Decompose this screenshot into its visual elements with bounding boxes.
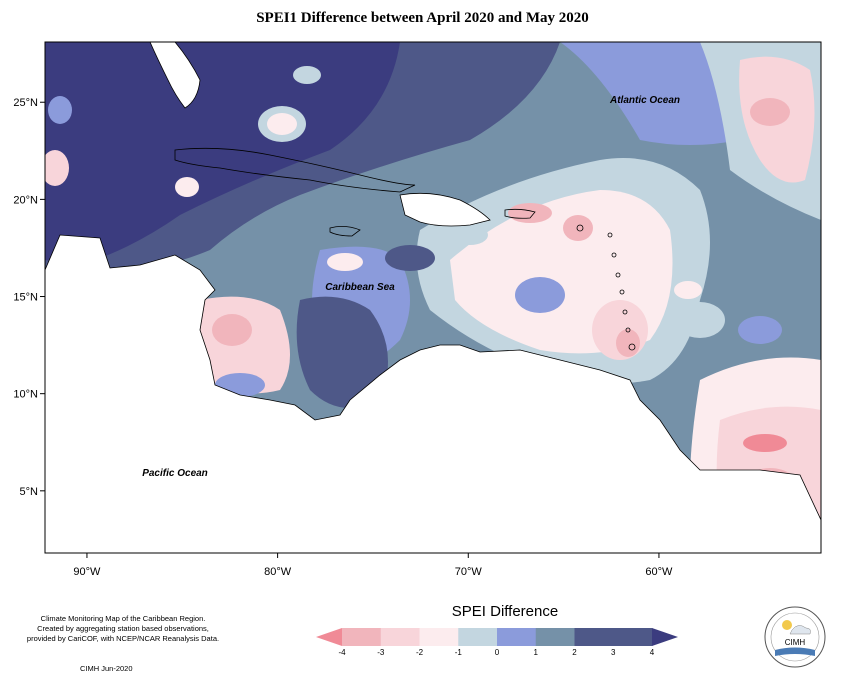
legend-tick-label: 3 (611, 648, 616, 657)
logo-text: CIMH (785, 638, 806, 647)
legend-tick-label: -4 (338, 648, 346, 657)
lat-tick-label: 5°N (20, 486, 39, 498)
credits-line-1: Climate Monitoring Map of the Caribbean … (40, 614, 206, 623)
sun-icon (782, 620, 792, 630)
legend-swatch (419, 628, 459, 646)
credits-line-3: provided by CariCOF, with NCEP/NCAR Rean… (26, 634, 220, 643)
legend-extend-low (316, 628, 342, 646)
legend-swatch (342, 628, 382, 646)
legend-swatch (574, 628, 614, 646)
map-credits: Climate Monitoring Map of the Caribbean … (8, 614, 238, 644)
lon-tick-label: 80°W (264, 566, 292, 578)
legend-tick-label: 1 (534, 648, 539, 657)
legend-tick-label: -3 (377, 648, 385, 657)
cimh-logo: CIMH (764, 606, 826, 668)
legend-title: SPEI Difference (451, 603, 559, 620)
legend-tick-label: 2 (572, 648, 577, 657)
map-title: SPEI1 Difference between April 2020 and … (256, 10, 589, 26)
lat-tick-label: 20°N (13, 194, 38, 206)
lat-tick-label: 15°N (13, 292, 38, 304)
legend-tick-label: -2 (416, 648, 424, 657)
latitude-axis: 25°N 20°N 15°N 10°N 5°N (13, 97, 45, 498)
wave-icon (775, 647, 815, 656)
lon-tick-label: 90°W (73, 566, 101, 578)
legend-swatch (535, 628, 575, 646)
atlantic-ocean-label: Atlantic Ocean (609, 95, 680, 106)
credits-line-2: Created by aggregating station based obs… (37, 624, 209, 633)
legend-swatch (458, 628, 498, 646)
legend-tick-label: 4 (650, 648, 655, 657)
credits-stamp: CIMH Jun-2020 (80, 664, 133, 673)
cloud-icon (789, 625, 811, 635)
legend-colorbar: -4 -3 -2 -1 0 1 2 3 4 (316, 628, 678, 657)
lat-tick-label: 25°N (13, 97, 38, 109)
legend-tick-label: -1 (455, 648, 463, 657)
legend-swatch (380, 628, 420, 646)
pacific-ocean-label: Pacific Ocean (142, 468, 208, 479)
land-areas (45, 234, 821, 553)
lon-tick-label: 60°W (645, 566, 673, 578)
lat-tick-label: 10°N (13, 389, 38, 401)
legend-swatch (497, 628, 537, 646)
legend-extend-high (652, 628, 678, 646)
spei-field (45, 42, 821, 553)
legend-tick-label: 0 (495, 648, 500, 657)
longitude-axis: 90°W 80°W 70°W 60°W (73, 553, 673, 578)
lon-tick-label: 70°W (455, 566, 483, 578)
caribbean-sea-label: Caribbean Sea (325, 282, 395, 293)
legend-swatch (613, 628, 653, 646)
